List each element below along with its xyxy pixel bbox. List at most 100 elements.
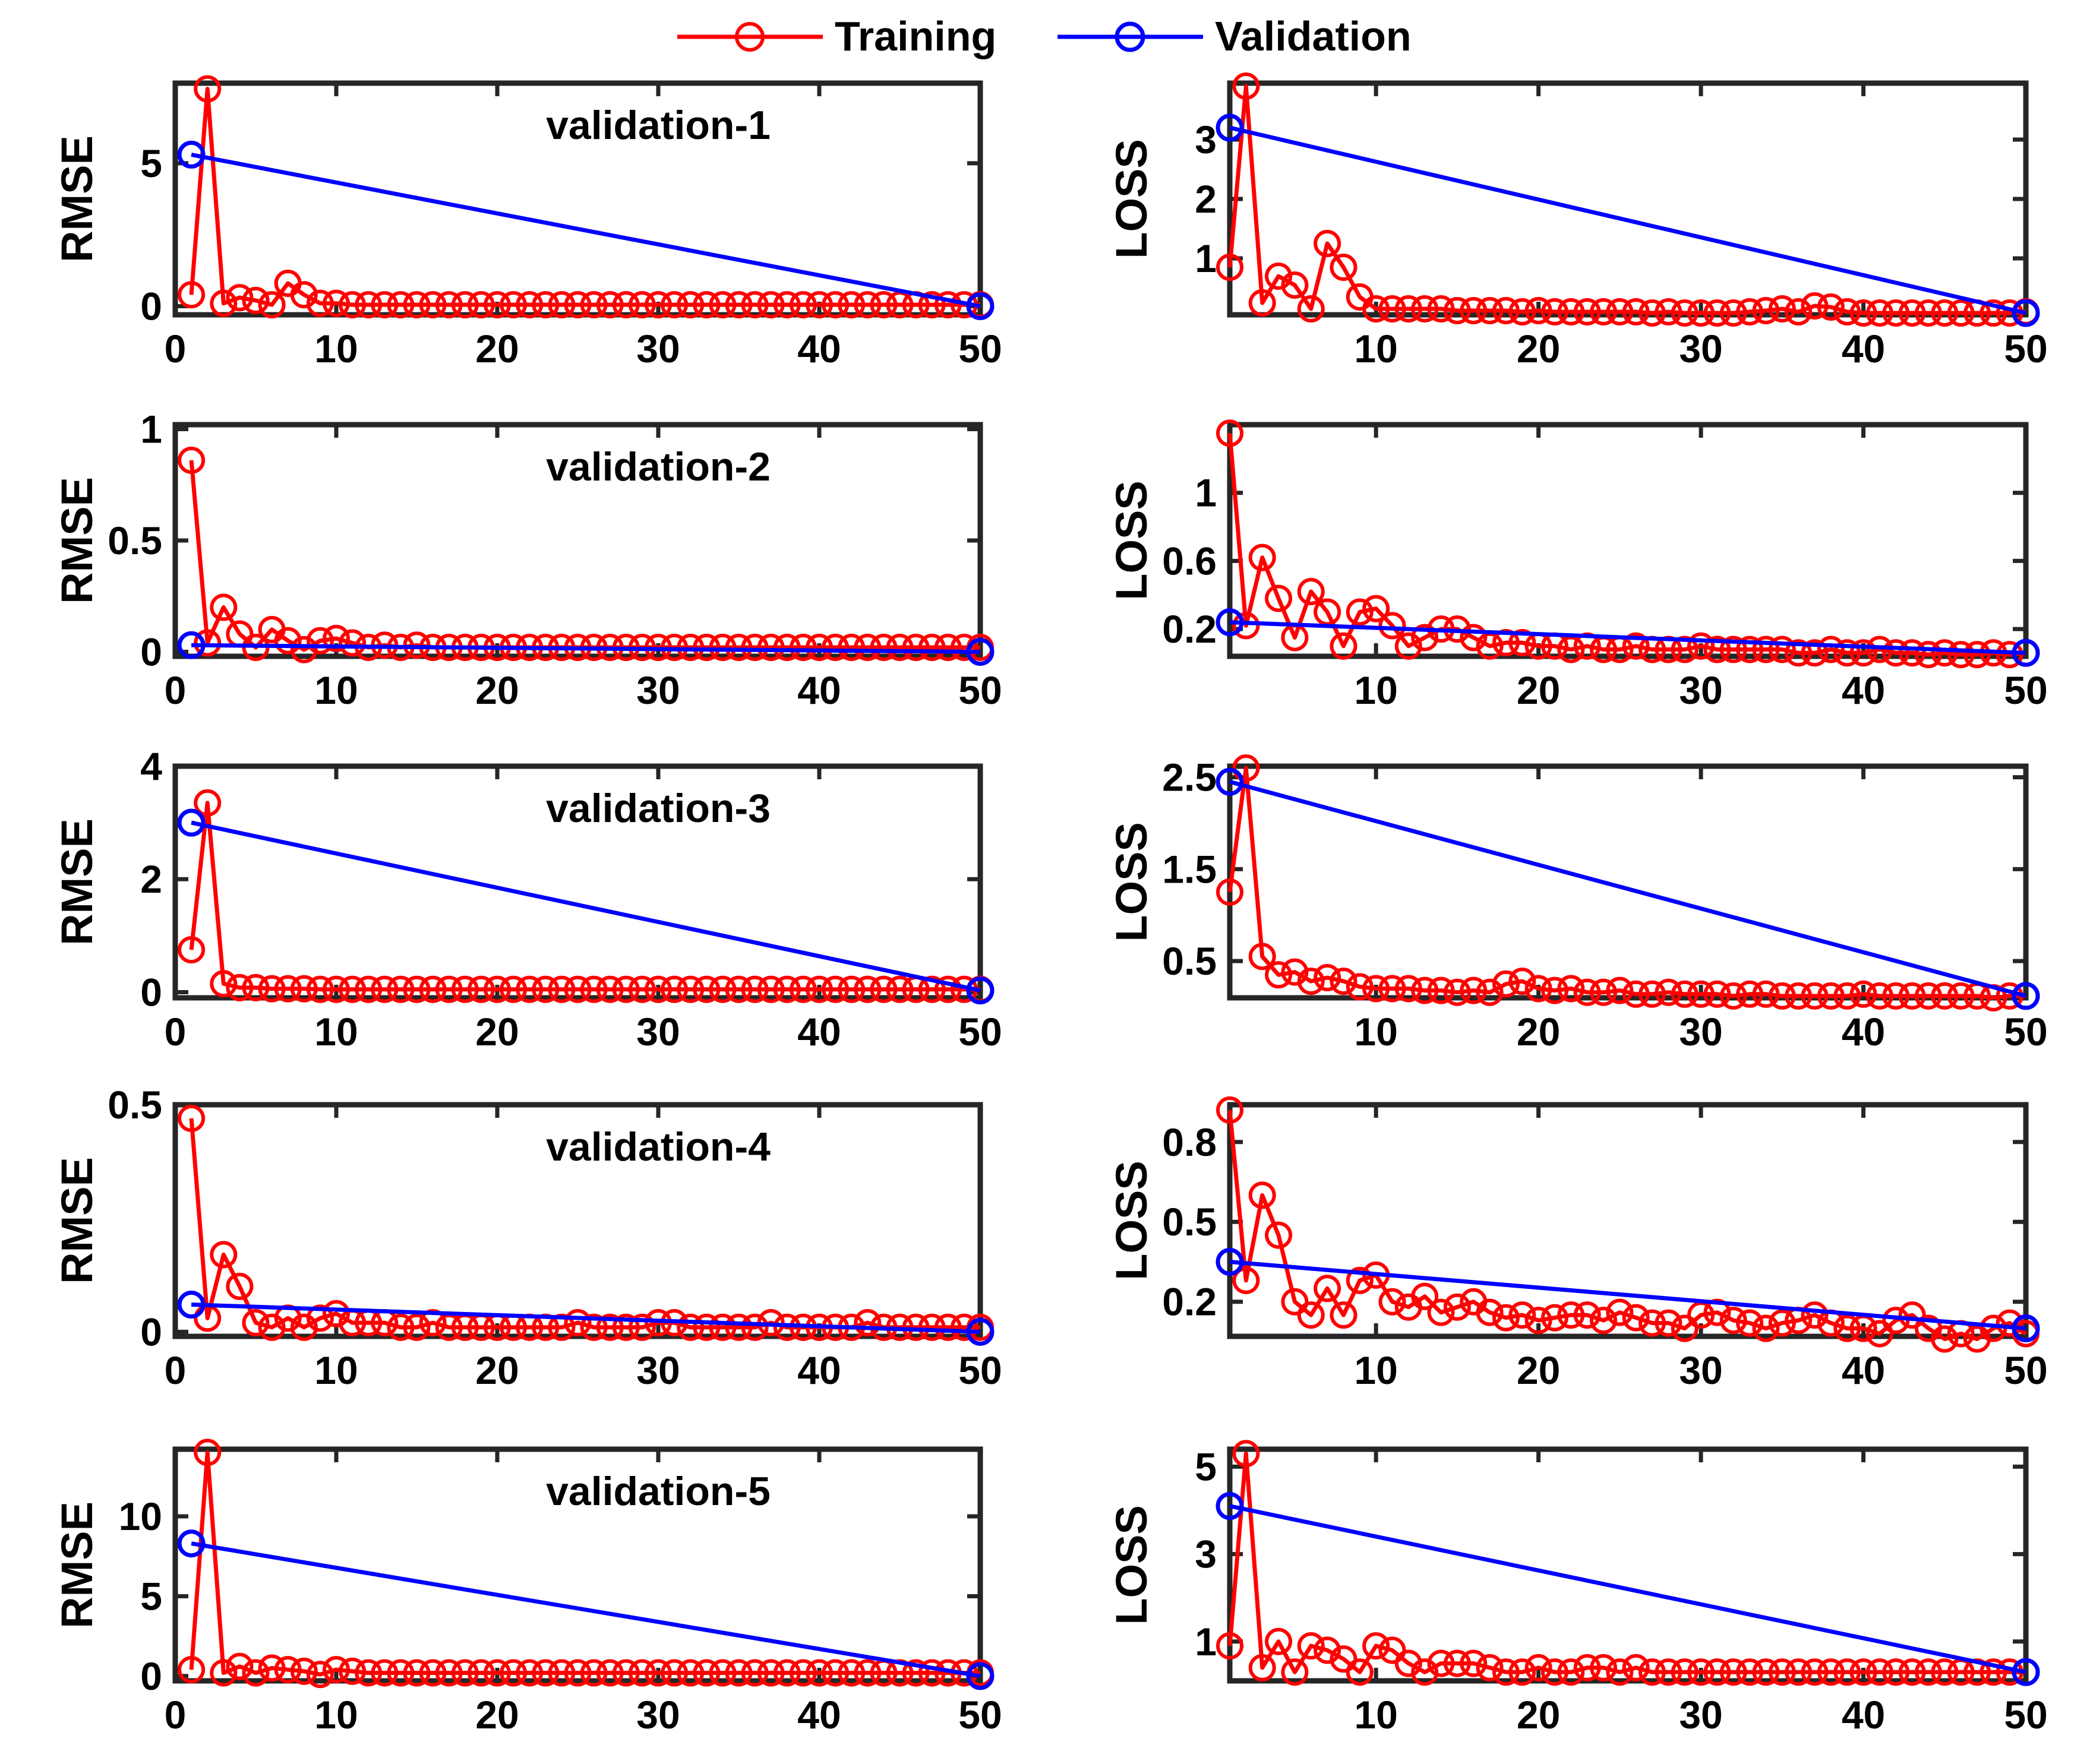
training-point — [741, 1659, 769, 1687]
x-tick-label: 20 — [475, 668, 519, 712]
training-point — [451, 1659, 479, 1687]
chart-rmse-1: 0 10 20 30 40 50 0 5 RMSE validation-1 — [52, 75, 1002, 371]
training-point — [645, 975, 672, 1003]
training-point — [1330, 968, 1358, 995]
training-point — [902, 634, 930, 661]
training-point — [323, 625, 350, 652]
x-tick-label: 20 — [475, 1348, 519, 1392]
training-point — [725, 1313, 753, 1341]
training-point — [1265, 1221, 1293, 1249]
training-point — [934, 634, 962, 661]
training-point — [1947, 299, 1975, 327]
training-point — [1898, 1658, 1926, 1686]
axes-frame — [172, 80, 983, 318]
training-point — [1671, 1314, 1699, 1342]
training-point — [210, 970, 238, 998]
training-point — [918, 1313, 946, 1341]
training-point — [1508, 968, 1536, 995]
subplot-annotation: validation-1 — [546, 103, 771, 148]
training-point — [1216, 1632, 1243, 1660]
training-point — [371, 1659, 399, 1687]
training-point — [693, 975, 721, 1003]
training-point — [1622, 298, 1650, 325]
y-axis-label: LOSS — [1107, 480, 1156, 600]
training-point — [757, 634, 785, 661]
training-point — [1492, 1658, 1520, 1686]
y-tick-label: 0.2 — [1162, 1280, 1217, 1324]
y-tick-label: 0 — [140, 1654, 162, 1698]
training-point — [1232, 1266, 1260, 1294]
training-point — [1216, 419, 1243, 447]
training-point — [1314, 230, 1341, 257]
training-series-line — [1227, 433, 2026, 657]
training-point — [1248, 943, 1276, 970]
training-point — [532, 975, 560, 1003]
x-tick-label: 40 — [797, 668, 841, 712]
training-point — [918, 291, 946, 319]
training-point — [355, 291, 383, 319]
training-point — [773, 1659, 801, 1687]
y-tick-label: 3 — [1195, 118, 1217, 162]
training-point — [1622, 632, 1650, 660]
training-point — [1622, 980, 1650, 1008]
validation-series-line — [191, 820, 981, 993]
training-point — [628, 1659, 656, 1687]
training-point — [339, 1657, 367, 1685]
training-point — [950, 1313, 978, 1341]
training-point — [1931, 1325, 1959, 1353]
training-point — [918, 975, 946, 1003]
x-tick-label: 50 — [958, 1348, 1002, 1392]
y-tick-label: 5 — [140, 141, 162, 185]
training-point — [1833, 1658, 1861, 1686]
training-point — [516, 1659, 544, 1687]
training-point — [1606, 976, 1634, 1004]
training-point — [1801, 292, 1829, 320]
training-point — [1671, 980, 1699, 1008]
training-point — [484, 1659, 511, 1687]
training-point — [467, 975, 495, 1003]
training-point — [1801, 1658, 1829, 1686]
training-point — [1297, 295, 1325, 323]
training-point — [1719, 299, 1747, 327]
training-point — [645, 291, 672, 319]
validation-point — [2012, 299, 2040, 327]
training-point — [677, 1659, 705, 1687]
training-point — [1687, 632, 1715, 660]
x-tick-label: 10 — [1354, 1348, 1397, 1392]
training-point — [1508, 1658, 1536, 1686]
training-point — [1427, 295, 1455, 323]
training-point — [838, 634, 866, 661]
training-point — [1752, 636, 1780, 663]
y-axis-label: RMSE — [52, 1501, 102, 1629]
validation-point — [966, 1662, 995, 1690]
training-point — [1639, 980, 1666, 1008]
training-point — [1248, 1654, 1276, 1681]
training-point — [838, 1659, 866, 1687]
training-point — [387, 1313, 415, 1341]
training-point — [1639, 299, 1666, 327]
axes-frame — [172, 1446, 983, 1684]
training-point — [435, 1659, 463, 1687]
training-point — [1216, 878, 1243, 906]
training-point — [757, 975, 785, 1003]
training-point — [1622, 1304, 1650, 1332]
training-point — [258, 1654, 286, 1682]
x-tick-label: 10 — [1354, 327, 1397, 371]
training-point — [677, 975, 705, 1003]
y-tick-label: 10 — [119, 1494, 162, 1538]
training-point — [1768, 636, 1796, 663]
x-tick-label: 40 — [1842, 1348, 1885, 1392]
training-point — [1362, 1632, 1390, 1660]
x-tick-label: 30 — [1679, 1693, 1722, 1737]
x-tick-label: 40 — [797, 1693, 841, 1737]
training-point — [1573, 298, 1601, 325]
training-point — [1785, 982, 1813, 1010]
training-series-line — [1227, 1451, 2026, 1674]
training-point — [741, 1313, 769, 1341]
x-tick-label: 20 — [475, 1010, 519, 1054]
training-point — [1557, 636, 1585, 663]
training-point — [693, 1659, 721, 1687]
validation-point — [1216, 1492, 1244, 1520]
